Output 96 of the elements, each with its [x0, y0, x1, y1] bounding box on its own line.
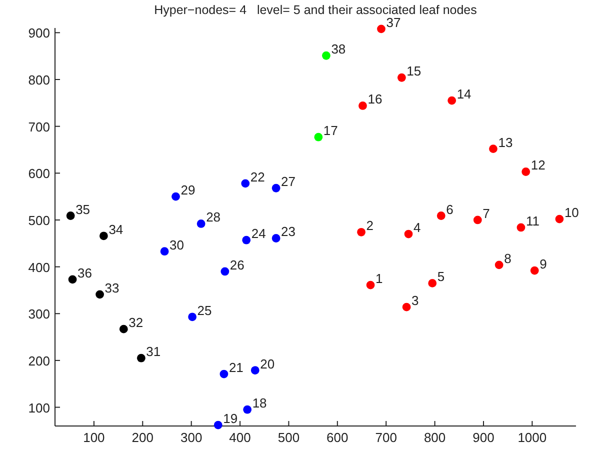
point [66, 212, 75, 220]
point [188, 312, 197, 322]
point [402, 302, 411, 312]
point [96, 290, 104, 299]
point [473, 216, 482, 224]
point [314, 132, 323, 142]
x-tick-label: 800 [424, 430, 446, 445]
annotation: 32 [128, 315, 144, 330]
point [436, 212, 446, 220]
point [522, 168, 530, 176]
annotation: 30 [170, 237, 184, 252]
annotation: 24 [251, 226, 266, 242]
y-tick-label: 900 [28, 26, 50, 41]
point [160, 247, 169, 256]
point [196, 220, 206, 228]
annotation: 36 [78, 265, 92, 280]
y-tick-label: 600 [28, 166, 50, 182]
point [357, 228, 366, 236]
point [494, 260, 504, 270]
point [358, 102, 367, 110]
point [99, 232, 108, 240]
point [136, 354, 146, 362]
point [428, 278, 437, 288]
annotation: 3 [412, 293, 419, 308]
annotation: 18 [252, 396, 267, 411]
annotation: 4 [414, 220, 421, 236]
y-tick-label: 500 [28, 212, 50, 228]
point [220, 370, 228, 378]
annotation: 26 [230, 257, 244, 272]
point [243, 405, 252, 414]
x-tick-label: 100 [83, 430, 105, 445]
point [272, 234, 280, 242]
annotation: 8 [504, 250, 512, 266]
annotation: 22 [250, 169, 265, 184]
point [214, 420, 222, 430]
x-tick-label: 900 [472, 430, 494, 445]
y-tick-label: 100 [28, 400, 50, 416]
y-tick-label: 700 [28, 119, 50, 134]
point [242, 236, 251, 244]
x-tick-label: 1000 [518, 430, 547, 445]
annotation: 25 [197, 302, 212, 318]
annotation: 16 [368, 92, 382, 107]
annotation: 37 [386, 14, 401, 30]
annotation: 28 [206, 210, 221, 225]
y-tick-label: 400 [28, 260, 50, 275]
annotation: 31 [146, 344, 161, 360]
annotation: 17 [323, 123, 338, 138]
annotation: 13 [498, 134, 513, 150]
point [448, 96, 456, 105]
point [404, 230, 413, 238]
annotation: 29 [180, 182, 196, 198]
x-tick-label: 400 [229, 430, 251, 445]
point [377, 24, 386, 34]
annotation: 9 [540, 256, 547, 272]
chart-title: Hyper−nodes= 4 level= 5 and their associated leaf nodes [154, 3, 477, 17]
annotation: 6 [446, 202, 454, 217]
annotation: 27 [281, 174, 296, 190]
annotation: 33 [104, 280, 120, 296]
point [119, 324, 128, 334]
x-tick-label: 700 [375, 430, 397, 445]
annotation: 1 [376, 271, 383, 286]
annotation: 12 [530, 158, 546, 173]
annotation: 15 [406, 64, 422, 79]
point [172, 192, 180, 201]
annotation: 10 [564, 205, 579, 220]
y-tick-label: 300 [28, 306, 50, 322]
point [241, 179, 250, 188]
point [555, 214, 564, 224]
point [250, 366, 260, 374]
point [530, 266, 539, 275]
annotation: 23 [281, 224, 296, 240]
x-tick-label: 200 [132, 430, 154, 445]
annotation: 34 [108, 222, 124, 237]
annotation: 21 [228, 360, 244, 376]
annotation: 35 [76, 202, 90, 217]
point [68, 275, 77, 284]
point [397, 73, 406, 82]
point [220, 267, 230, 276]
x-tick-label: 500 [278, 430, 300, 445]
annotation: 20 [260, 356, 275, 372]
annotation: 2 [366, 218, 374, 234]
point [516, 223, 526, 232]
annotation: 11 [526, 213, 540, 228]
point [489, 144, 498, 153]
x-tick-label: 300 [180, 430, 202, 445]
annotation: 5 [437, 269, 445, 284]
point [366, 280, 375, 290]
y-tick-label: 800 [28, 72, 50, 88]
point [322, 51, 330, 60]
y-tick-label: 200 [28, 353, 50, 368]
annotation: 38 [331, 42, 346, 57]
x-tick-label: 600 [326, 430, 348, 445]
annotation: 7 [482, 206, 490, 221]
annotation: 19 [223, 411, 238, 426]
point [272, 184, 280, 192]
annotation: 14 [456, 86, 472, 102]
